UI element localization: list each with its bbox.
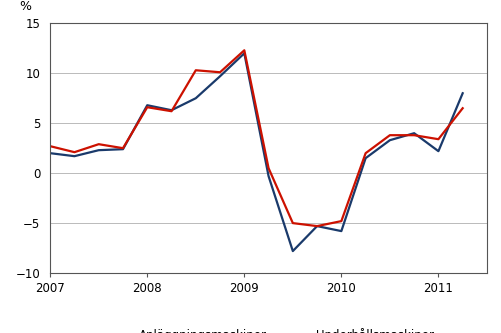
Underhållsmaskiner <box>192 68 198 72</box>
Anläggningsmaskiner <box>289 249 295 253</box>
Anläggningsmaskiner <box>216 74 222 78</box>
Anläggningsmaskiner <box>410 131 416 135</box>
Legend: Anläggningsmaskiner, Underhållsmaskiner: Anläggningsmaskiner, Underhållsmaskiner <box>103 329 433 333</box>
Anläggningsmaskiner <box>434 149 440 153</box>
Anläggningsmaskiner <box>459 91 465 95</box>
Anläggningsmaskiner <box>241 51 247 55</box>
Underhållsmaskiner <box>265 166 271 170</box>
Underhållsmaskiner <box>47 144 53 148</box>
Anläggningsmaskiner <box>144 103 150 107</box>
Underhållsmaskiner <box>96 142 102 146</box>
Anläggningsmaskiner <box>362 156 368 160</box>
Anläggningsmaskiner <box>96 148 102 152</box>
Line: Underhållsmaskiner: Underhållsmaskiner <box>50 50 462 226</box>
Underhållsmaskiner <box>120 146 126 150</box>
Underhållsmaskiner <box>459 106 465 110</box>
Underhållsmaskiner <box>168 109 174 113</box>
Anläggningsmaskiner <box>314 224 320 228</box>
Anläggningsmaskiner <box>120 147 126 151</box>
Anläggningsmaskiner <box>338 229 344 233</box>
Underhållsmaskiner <box>314 224 320 228</box>
Underhållsmaskiner <box>410 133 416 137</box>
Underhållsmaskiner <box>241 48 247 52</box>
Anläggningsmaskiner <box>168 108 174 112</box>
Anläggningsmaskiner <box>47 151 53 155</box>
Underhållsmaskiner <box>338 219 344 223</box>
Anläggningsmaskiner <box>192 96 198 100</box>
Anläggningsmaskiner <box>386 138 392 142</box>
Text: %: % <box>20 0 32 13</box>
Underhållsmaskiner <box>216 70 222 74</box>
Underhållsmaskiner <box>71 150 77 154</box>
Line: Anläggningsmaskiner: Anläggningsmaskiner <box>50 53 462 251</box>
Anläggningsmaskiner <box>71 154 77 158</box>
Underhållsmaskiner <box>144 105 150 109</box>
Underhållsmaskiner <box>362 151 368 155</box>
Underhållsmaskiner <box>289 221 295 225</box>
Underhållsmaskiner <box>434 137 440 141</box>
Underhållsmaskiner <box>386 133 392 137</box>
Anläggningsmaskiner <box>265 174 271 178</box>
